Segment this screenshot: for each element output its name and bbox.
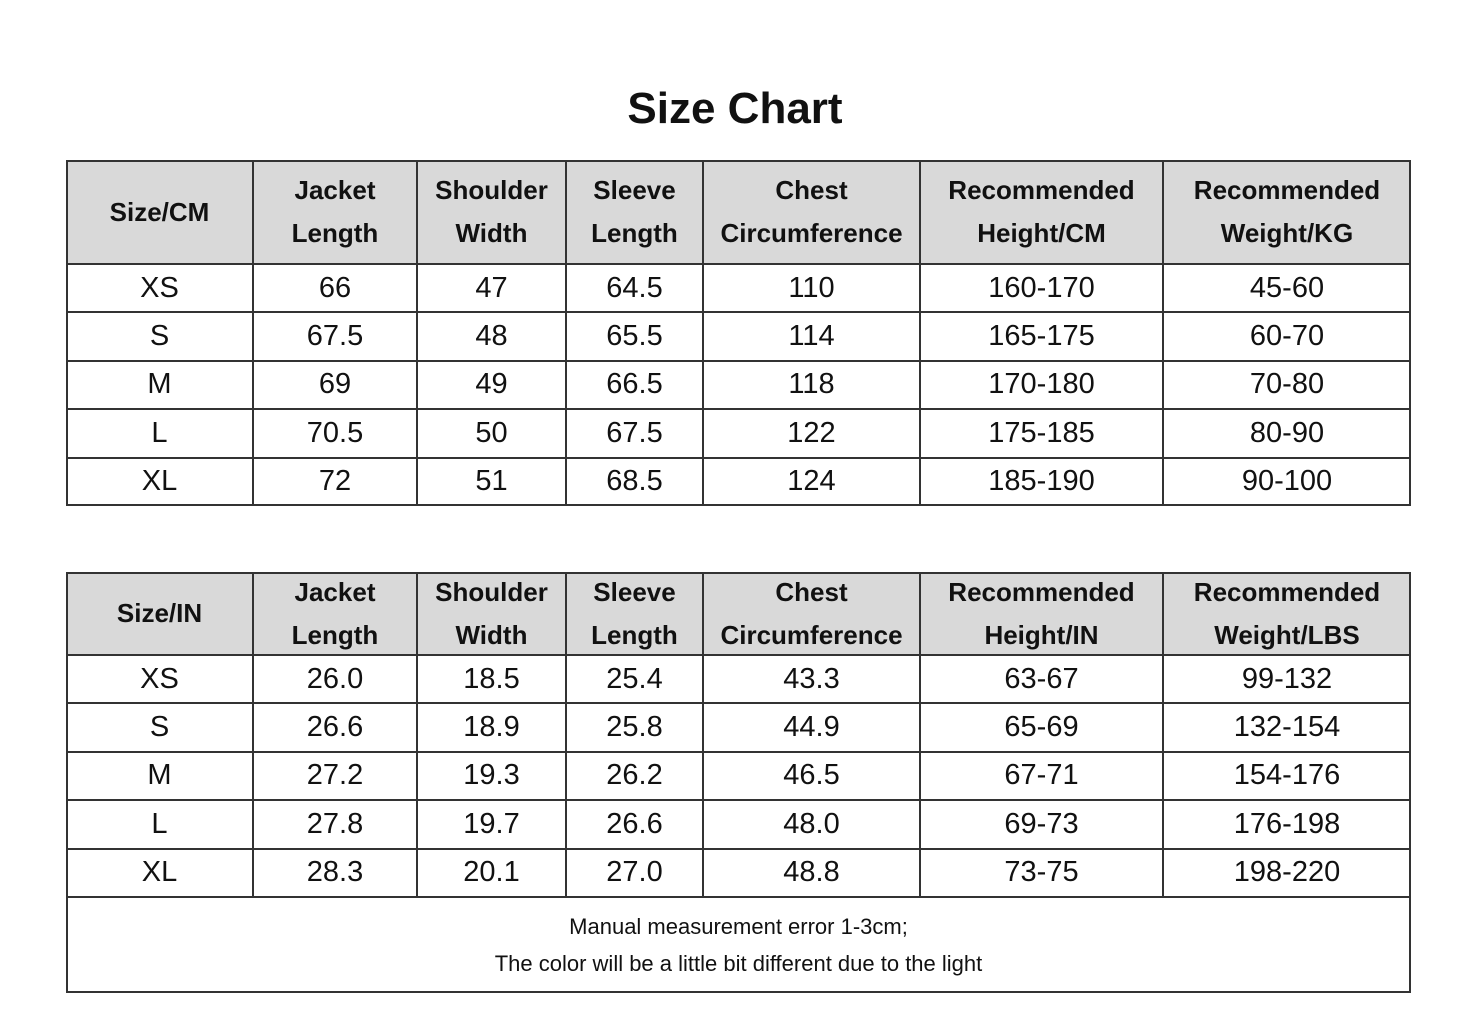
- data-cell: 48.0: [703, 800, 920, 849]
- data-cell: 48: [417, 312, 566, 361]
- data-cell: 90-100: [1163, 457, 1411, 506]
- data-cell: 170-180: [920, 360, 1163, 410]
- data-cell: 60-70: [1163, 312, 1411, 361]
- data-cell: 19.3: [417, 751, 566, 801]
- data-cell: XS: [66, 655, 253, 704]
- data-cell: 63-67: [920, 655, 1163, 704]
- data-cell: 124: [703, 457, 920, 506]
- header-cell: Size/IN: [66, 572, 253, 655]
- data-cell: 28.3: [253, 848, 417, 897]
- data-cell: 175-185: [920, 409, 1163, 458]
- data-cell: 45-60: [1163, 264, 1411, 313]
- data-cell: S: [66, 703, 253, 752]
- data-cell: 72: [253, 457, 417, 506]
- data-cell: 27.2: [253, 751, 417, 801]
- note-line: The color will be a little bit different…: [494, 951, 983, 976]
- data-cell: 118: [703, 360, 920, 410]
- data-cell: 110: [703, 264, 920, 313]
- data-cell: 99-132: [1163, 655, 1411, 704]
- data-cell: 198-220: [1163, 848, 1411, 897]
- data-cell: 27.8: [253, 800, 417, 849]
- data-cell: 165-175: [920, 312, 1163, 361]
- note-cell: Manual measurement error 1-3cm; The color…: [66, 897, 1411, 993]
- data-cell: L: [66, 409, 253, 458]
- header-cell: Chest Circumference: [703, 572, 920, 655]
- data-cell: 20.1: [417, 848, 566, 897]
- data-cell: 64.5: [566, 264, 703, 313]
- header-cell: Size/CM: [66, 160, 253, 264]
- header-cell: Chest Circumference: [703, 160, 920, 264]
- data-cell: 69-73: [920, 800, 1163, 849]
- data-cell: 46.5: [703, 751, 920, 801]
- note-line: Manual measurement error 1-3cm;: [569, 914, 908, 939]
- data-cell: 132-154: [1163, 703, 1411, 752]
- data-cell: 160-170: [920, 264, 1163, 313]
- data-cell: 47: [417, 264, 566, 313]
- data-cell: 70-80: [1163, 360, 1411, 410]
- data-cell: 18.5: [417, 655, 566, 704]
- data-cell: 70.5: [253, 409, 417, 458]
- data-cell: 26.6: [253, 703, 417, 752]
- header-cell: Jacket Length: [253, 572, 417, 655]
- data-cell: 48.8: [703, 848, 920, 897]
- data-cell: 122: [703, 409, 920, 458]
- data-cell: 73-75: [920, 848, 1163, 897]
- header-cell: Recommended Height/CM: [920, 160, 1163, 264]
- data-cell: 65-69: [920, 703, 1163, 752]
- data-cell: L: [66, 800, 253, 849]
- data-cell: S: [66, 312, 253, 361]
- data-cell: 67.5: [566, 409, 703, 458]
- header-cell: Sleeve Length: [566, 160, 703, 264]
- data-cell: XL: [66, 848, 253, 897]
- data-cell: M: [66, 360, 253, 410]
- data-cell: 50: [417, 409, 566, 458]
- data-cell: 67-71: [920, 751, 1163, 801]
- data-cell: 25.4: [566, 655, 703, 704]
- header-cell: Sleeve Length: [566, 572, 703, 655]
- data-cell: 69: [253, 360, 417, 410]
- data-cell: 26.0: [253, 655, 417, 704]
- data-cell: 176-198: [1163, 800, 1411, 849]
- data-cell: 67.5: [253, 312, 417, 361]
- header-cell: Shoulder Width: [417, 160, 566, 264]
- data-cell: 114: [703, 312, 920, 361]
- data-cell: M: [66, 751, 253, 801]
- header-cell: Recommended Weight/LBS: [1163, 572, 1411, 655]
- data-cell: 66: [253, 264, 417, 313]
- data-cell: 65.5: [566, 312, 703, 361]
- data-cell: 80-90: [1163, 409, 1411, 458]
- data-cell: 68.5: [566, 457, 703, 506]
- title: Size Chart: [627, 84, 843, 133]
- data-cell: 43.3: [703, 655, 920, 704]
- data-cell: 44.9: [703, 703, 920, 752]
- data-cell: 51: [417, 457, 566, 506]
- data-cell: 154-176: [1163, 751, 1411, 801]
- data-cell: 49: [417, 360, 566, 410]
- header-cell: Recommended Height/IN: [920, 572, 1163, 655]
- data-cell: 25.8: [566, 703, 703, 752]
- data-cell: 19.7: [417, 800, 566, 849]
- data-cell: 26.2: [566, 751, 703, 801]
- data-cell: 66.5: [566, 360, 703, 410]
- data-cell: 27.0: [566, 848, 703, 897]
- header-cell: Recommended Weight/KG: [1163, 160, 1411, 264]
- data-cell: 185-190: [920, 457, 1163, 506]
- data-cell: 26.6: [566, 800, 703, 849]
- data-cell: 18.9: [417, 703, 566, 752]
- data-cell: XS: [66, 264, 253, 313]
- data-cell: XL: [66, 457, 253, 506]
- header-cell: Shoulder Width: [417, 572, 566, 655]
- header-cell: Jacket Length: [253, 160, 417, 264]
